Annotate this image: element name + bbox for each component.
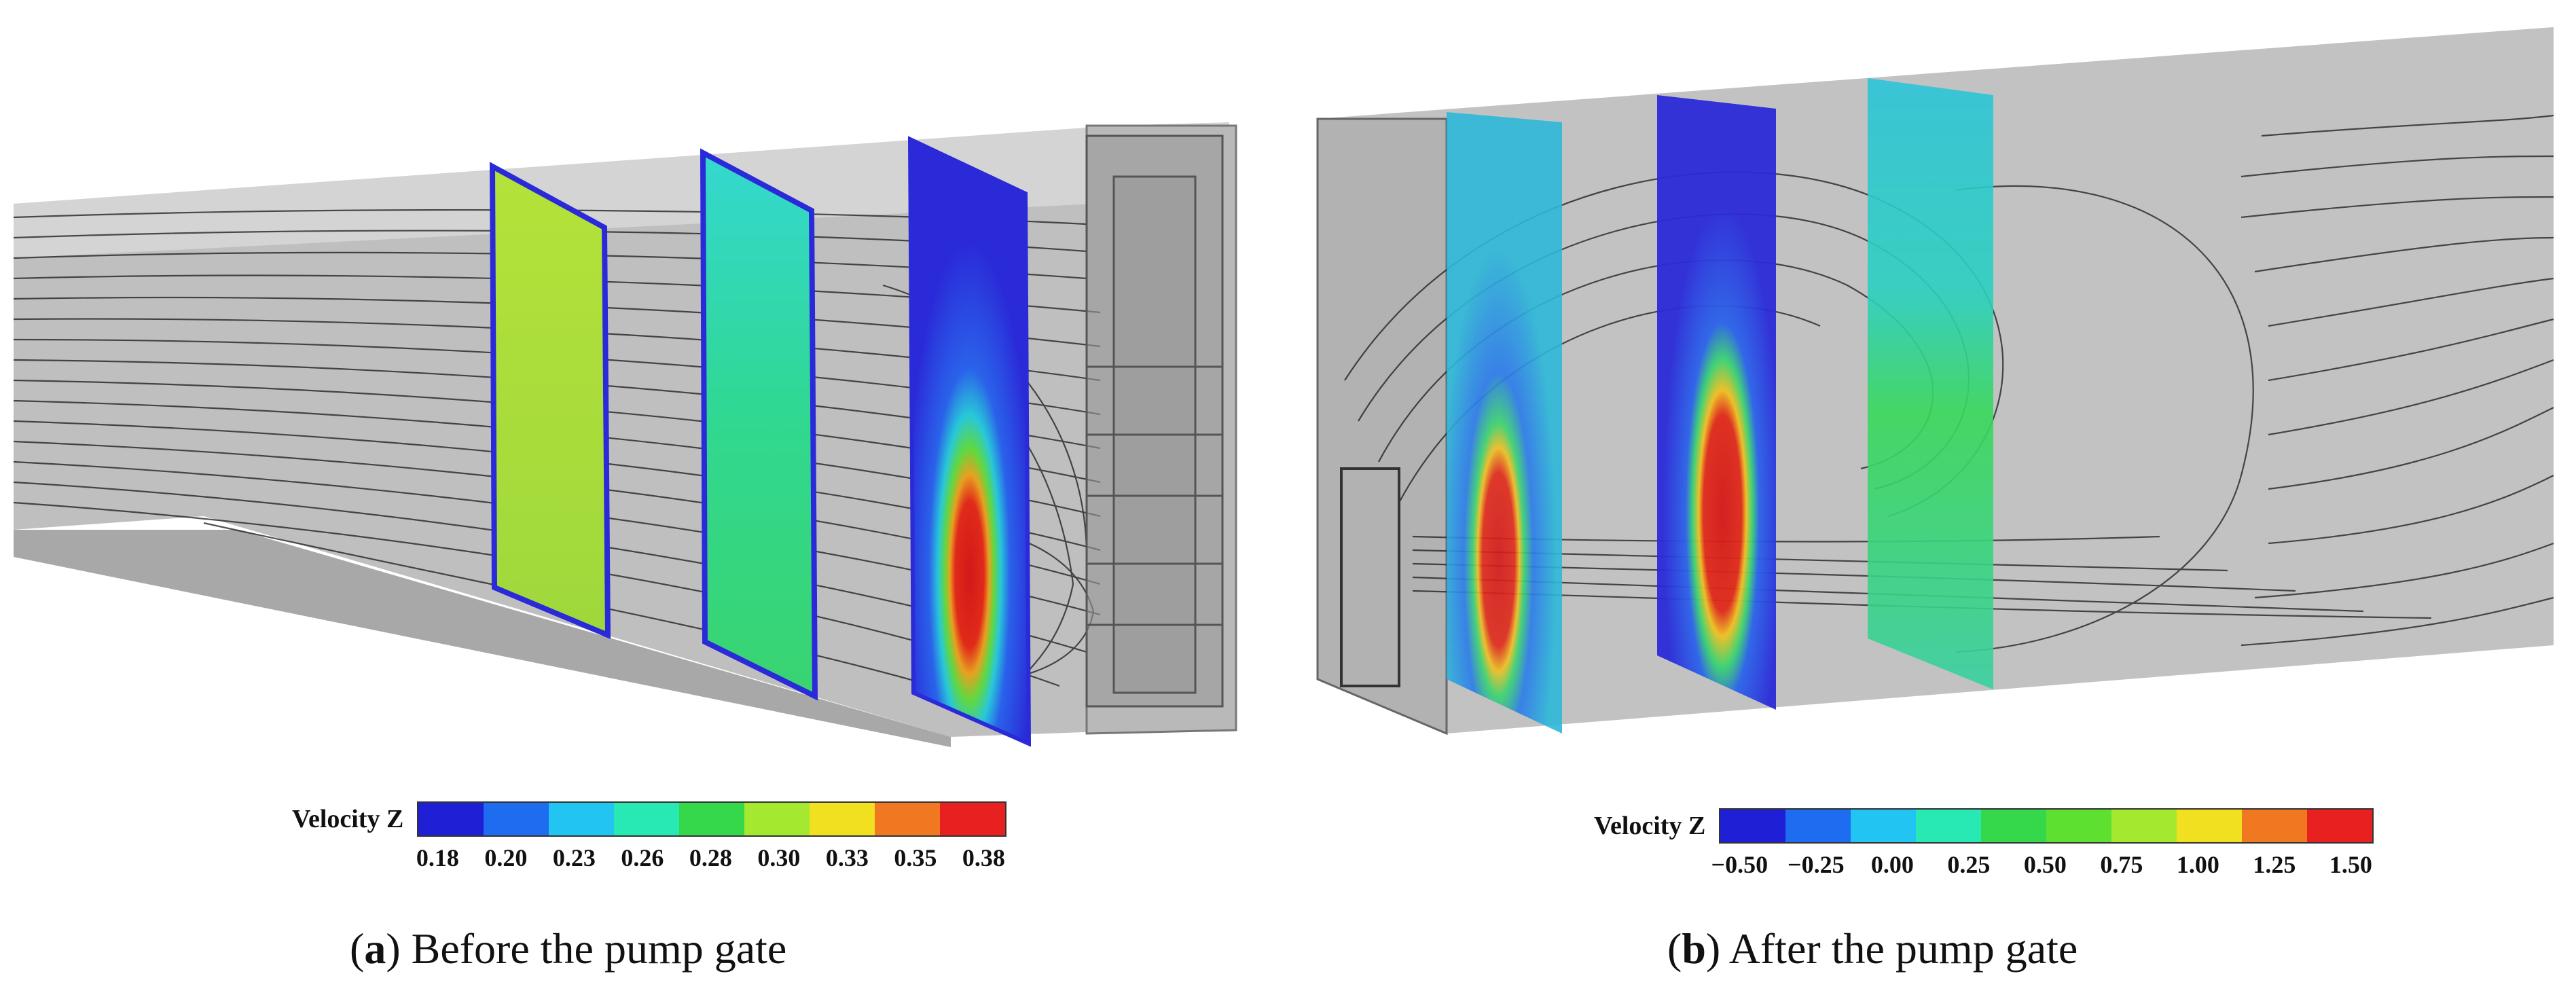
panel-a: Velocity Z 0.18 0.20 0.23 0.26 0.28 0.30 0.33 0… bbox=[0, 0, 1277, 897]
colorbar-swatch-3 bbox=[614, 803, 680, 835]
colorbar-swatch-2 bbox=[549, 803, 615, 835]
channel-wall bbox=[14, 530, 951, 747]
colorbar-swatch-9 bbox=[2307, 810, 2373, 842]
panel-a-flow-scene bbox=[13, 122, 1237, 747]
colorbar-tick-label: 0.18 bbox=[416, 844, 459, 871]
colorbar-b-ticks: −0.50 −0.25 0.00 0.25 0.50 0.75 1.00 1.25 1.50 bbox=[1711, 850, 2372, 884]
colorbar-swatch-6 bbox=[2111, 810, 2177, 842]
colorbar-b-swatches bbox=[1719, 808, 2374, 844]
colorbar-tick-label: 0.35 bbox=[894, 844, 937, 871]
colorbar-tick-label: 0.75 bbox=[2100, 851, 2143, 878]
colorbar-swatch-7 bbox=[875, 803, 941, 835]
colorbar-swatch-8 bbox=[940, 803, 1006, 835]
colorbar-tick-label: 0.20 bbox=[484, 844, 528, 871]
colorbar-b-title: Velocity Z bbox=[1594, 812, 1706, 840]
colorbar-tick-label: 0.33 bbox=[825, 844, 869, 871]
colorbar-a-swatches bbox=[417, 801, 1007, 837]
pump-gate-structure bbox=[1085, 134, 1224, 708]
colorbar-a-ticks: 0.18 0.20 0.23 0.26 0.28 0.30 0.33 0.35 0.38 bbox=[416, 844, 1005, 878]
caption-b-text: After the pump gate bbox=[1720, 924, 2078, 973]
colorbar-tick-label: 0.30 bbox=[757, 844, 801, 871]
slice-b-1 bbox=[1447, 112, 1562, 734]
colorbar-swatch-4 bbox=[1981, 810, 2047, 842]
colorbar-swatch-2 bbox=[1851, 810, 1917, 842]
colorbar-tick-label: 0.00 bbox=[1870, 851, 1914, 878]
slice-3 bbox=[907, 136, 1032, 747]
colorbar-tick-label: 0.50 bbox=[2023, 851, 2067, 878]
colorbar-tick-label: 0.26 bbox=[621, 844, 664, 871]
caption-b: (b) After the pump gate bbox=[1667, 924, 2078, 973]
colorbar-b: Velocity Z −0.50 −0.25 0.00 0.25 0.50 0.75 1.0… bbox=[1594, 808, 2374, 884]
colorbar-tick-label: 0.23 bbox=[552, 844, 596, 871]
slice-1 bbox=[489, 162, 611, 640]
caption-a: (a) Before the pump gate bbox=[350, 924, 787, 973]
colorbar-swatch-0 bbox=[418, 803, 484, 835]
colorbar-tick-label: 1.50 bbox=[2329, 851, 2372, 878]
caption-b-letter: b bbox=[1682, 924, 1706, 973]
caption-a-text: Before the pump gate bbox=[400, 924, 787, 973]
colorbar-swatch-8 bbox=[2242, 810, 2308, 842]
colorbar-swatch-6 bbox=[810, 803, 875, 835]
panel-b-flow-scene bbox=[1316, 27, 2554, 736]
colorbar-swatch-0 bbox=[1720, 810, 1786, 842]
colorbar-tick-label: 1.00 bbox=[2176, 851, 2219, 878]
outlet-rectangle bbox=[1340, 467, 1400, 687]
colorbar-tick-label: −0.50 bbox=[1711, 851, 1768, 878]
colorbar-swatch-1 bbox=[1785, 810, 1851, 842]
colorbar-a-title: Velocity Z bbox=[292, 805, 404, 833]
colorbar-swatch-3 bbox=[1916, 810, 1982, 842]
channel-b-inlet-face bbox=[1316, 117, 1448, 736]
slice-2 bbox=[700, 148, 818, 701]
colorbar-tick-label: 1.25 bbox=[2253, 851, 2296, 878]
colorbar-tick-label: 0.28 bbox=[689, 844, 732, 871]
colorbar-tick-label: 0.25 bbox=[1947, 851, 1991, 878]
colorbar-tick-label: −0.25 bbox=[1788, 851, 1845, 878]
colorbar-tick-label: 0.38 bbox=[962, 844, 1005, 871]
slice-b-3 bbox=[1868, 78, 1993, 689]
colorbar-a: Velocity Z 0.18 0.20 0.23 0.26 0.28 0.30 0.33 0… bbox=[292, 801, 1007, 878]
caption-a-letter: a bbox=[364, 924, 386, 973]
colorbar-swatch-4 bbox=[679, 803, 745, 835]
colorbar-swatch-5 bbox=[2046, 810, 2112, 842]
colorbar-swatch-1 bbox=[484, 803, 549, 835]
colorbar-swatch-5 bbox=[744, 803, 810, 835]
slice-b-2 bbox=[1657, 95, 1776, 710]
panel-b: Velocity Z −0.50 −0.25 0.00 0.25 0.50 0.75 1.0… bbox=[1277, 0, 2576, 897]
colorbar-swatch-7 bbox=[2177, 810, 2243, 842]
